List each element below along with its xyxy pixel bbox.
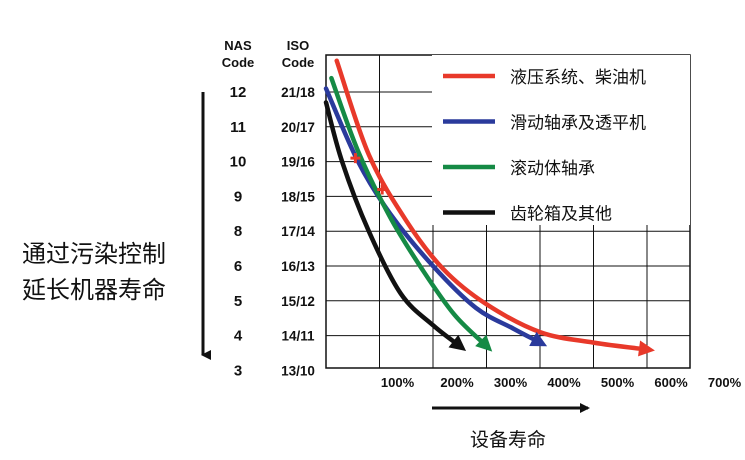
iso-code-labels: 21/18 20/17 19/16 18/15 17/14 16/13 15/12 14/11… bbox=[281, 85, 315, 378]
x-tick-labels: 100% 200% 300% 400% 500% 600% 700% bbox=[381, 375, 742, 390]
x-tick-label: 300% bbox=[494, 375, 528, 390]
nas-code-label: 9 bbox=[234, 188, 242, 205]
iso-code-label: 21/18 bbox=[281, 85, 315, 100]
x-tick-label: 400% bbox=[547, 375, 581, 390]
nas-code-label: 8 bbox=[234, 223, 242, 240]
series-arrowhead bbox=[529, 331, 548, 347]
series-arrowhead bbox=[448, 334, 467, 351]
iso-code-label: 16/13 bbox=[281, 259, 315, 274]
series-arrowhead bbox=[638, 340, 655, 357]
iso-code-label: 20/17 bbox=[281, 120, 315, 135]
x-tick-label: 200% bbox=[440, 375, 474, 390]
x-axis-label: 设备寿命 bbox=[470, 429, 546, 451]
legend-label: 液压系统、柴油机 bbox=[510, 68, 646, 88]
series-line bbox=[323, 86, 543, 345]
series-marker bbox=[377, 184, 388, 195]
nas-code-label: 4 bbox=[234, 328, 243, 345]
left-label-line1: 通过污染控制 bbox=[22, 240, 166, 268]
x-tick-label: 600% bbox=[654, 375, 688, 390]
x-tick-label: 700% bbox=[708, 375, 742, 390]
nas-header-line1: NAS bbox=[224, 38, 252, 53]
iso-code-label: 17/14 bbox=[281, 224, 315, 239]
iso-code-label: 15/12 bbox=[281, 294, 315, 309]
legend-box bbox=[432, 55, 690, 225]
series-marker bbox=[350, 153, 361, 164]
nas-code-labels: 12 11 10 9 8 6 5 4 3 bbox=[230, 84, 247, 379]
iso-code-label: 18/15 bbox=[281, 189, 315, 204]
x-tick-label: 100% bbox=[381, 375, 415, 390]
series-line bbox=[323, 100, 463, 349]
plot-curves bbox=[323, 58, 655, 357]
legend-label: 齿轮箱及其他 bbox=[510, 205, 612, 225]
nas-code-label: 12 bbox=[230, 84, 247, 101]
iso-code-label: 13/10 bbox=[281, 363, 315, 378]
left-label-line2: 延长机器寿命 bbox=[22, 276, 166, 304]
series-line bbox=[329, 75, 489, 349]
nas-code-label: 5 bbox=[234, 293, 242, 310]
iso-header-line1: ISO bbox=[287, 38, 309, 53]
nas-code-label: 6 bbox=[234, 258, 242, 275]
nas-code-label: 11 bbox=[230, 119, 246, 136]
nas-code-label: 3 bbox=[234, 362, 242, 379]
series-line bbox=[334, 58, 650, 352]
x-tick-label: 500% bbox=[601, 375, 635, 390]
legend-label: 滚动体轴承 bbox=[510, 159, 595, 179]
iso-code-label: 14/11 bbox=[281, 329, 315, 344]
nas-header-line2: Code bbox=[222, 55, 255, 70]
legend-label: 滑动轴承及透平机 bbox=[510, 114, 646, 134]
series-arrowhead bbox=[475, 334, 493, 352]
iso-header-line2: Code bbox=[282, 55, 315, 70]
iso-code-label: 19/16 bbox=[281, 155, 315, 170]
nas-code-label: 10 bbox=[230, 154, 247, 171]
